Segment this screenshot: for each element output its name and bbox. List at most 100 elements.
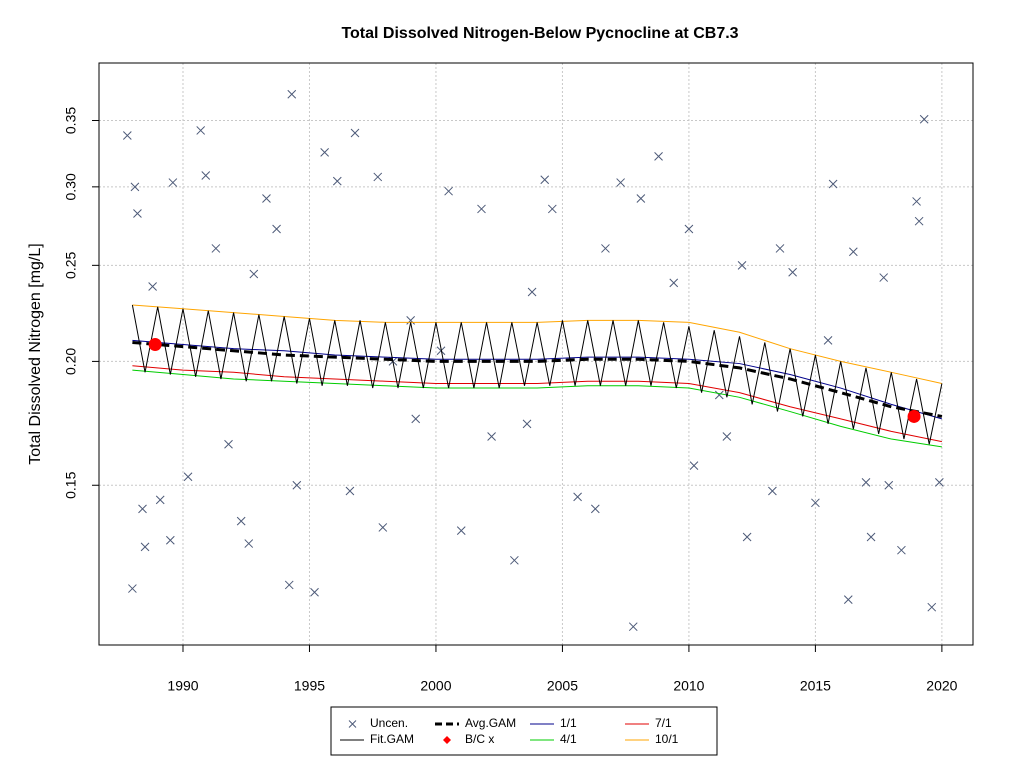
scatter-point — [866, 532, 876, 542]
legend-label: 7/1 — [655, 716, 672, 730]
scatter-point — [244, 539, 254, 548]
scatter-point — [601, 244, 610, 253]
scatter-point — [669, 278, 679, 288]
scatter-point — [884, 480, 894, 490]
grid — [99, 63, 973, 645]
scatter-point — [140, 542, 150, 552]
scatter-point — [879, 273, 889, 282]
scatter-point — [287, 89, 297, 99]
scatter-point — [168, 178, 178, 187]
scatter-point — [345, 486, 355, 496]
scatter-point — [927, 602, 937, 612]
legend-label: 10/1 — [655, 732, 679, 746]
scatter-point — [654, 152, 663, 161]
chart-title: Total Dissolved Nitrogen-Below Pycnoclin… — [341, 25, 738, 42]
scatter-point — [165, 535, 175, 545]
scatter-point — [477, 204, 486, 214]
scatter-point — [914, 216, 924, 226]
scatter-point — [456, 526, 466, 535]
scatter-point — [590, 504, 600, 514]
legend-label: Uncen. — [370, 716, 408, 730]
scatter-point — [527, 287, 537, 297]
scatter-point — [411, 414, 421, 424]
scatter-point — [284, 580, 294, 590]
legend-swatch — [443, 736, 451, 744]
scatter-point — [373, 172, 383, 182]
scatter-point — [742, 532, 752, 542]
scatter-point — [201, 171, 211, 180]
scatter-point — [861, 478, 871, 487]
scatter-point — [522, 419, 532, 429]
legend-label: 4/1 — [560, 732, 577, 746]
series-line — [132, 365, 942, 443]
scatter-point — [128, 584, 137, 593]
legend-swatch — [348, 720, 357, 728]
y-tick-label: 0.35 — [63, 107, 79, 134]
x-tick-label: 2000 — [420, 678, 451, 694]
axes: 1990 1995 2000 2005 2010 2015 2020 0.15 0.20 0.25… — [63, 107, 958, 694]
scatter-point — [775, 244, 785, 253]
scatter-point — [487, 432, 496, 441]
scatter-point — [332, 176, 342, 186]
x-tick-label: 2020 — [926, 678, 957, 694]
legend-label: Fit.GAM — [370, 732, 414, 746]
scatter-point — [130, 182, 140, 192]
series-line — [131, 304, 943, 445]
scatter-point — [310, 587, 319, 597]
legend-box — [330, 706, 718, 756]
scatter-point — [636, 194, 646, 203]
y-tick-label: 0.30 — [63, 173, 79, 200]
scatter-point — [811, 498, 820, 508]
legend-label: B/C x — [465, 732, 494, 746]
scatter-point — [628, 622, 638, 632]
scatter-point — [547, 204, 557, 214]
plot-marks — [122, 89, 944, 632]
series-line — [132, 339, 943, 420]
scatter-point — [148, 282, 157, 291]
scatter-point — [196, 126, 206, 135]
scatter-point — [843, 595, 853, 604]
scatter-point — [828, 179, 838, 189]
x-tick-label: 2010 — [673, 678, 704, 694]
scatter-point — [224, 439, 233, 449]
scatter-point — [912, 197, 921, 206]
series-line — [132, 340, 943, 418]
scatter-point — [249, 269, 259, 279]
scatter-point — [378, 523, 388, 532]
scatter-point — [444, 186, 453, 196]
x-tick-label: 2015 — [800, 678, 831, 694]
y-tick-label: 0.25 — [63, 252, 79, 279]
scatter-point — [148, 338, 162, 352]
series-line — [132, 369, 942, 448]
scatter-point — [292, 480, 302, 490]
scatter-point — [768, 486, 777, 496]
y-axis-label: Total Dissolved Nitrogen [mg/L] — [27, 243, 44, 464]
scatter-point — [823, 336, 833, 345]
scatter-point — [155, 495, 165, 505]
scatter-point — [183, 472, 193, 482]
x-tick-label: 1995 — [294, 678, 325, 694]
scatter-point — [897, 545, 906, 555]
scatter-point — [122, 131, 132, 140]
scatter-point — [540, 175, 550, 185]
scatter-point — [510, 555, 519, 565]
scatter-point — [573, 492, 582, 502]
scatter-point — [236, 516, 246, 526]
scatter-point — [138, 504, 147, 514]
scatter-point — [737, 260, 747, 270]
scatter-point — [133, 209, 142, 218]
scatter-point — [935, 478, 944, 487]
scatter-point — [788, 267, 797, 277]
scatter-point — [350, 128, 360, 138]
scatter-point — [919, 114, 929, 124]
scatter-point — [714, 390, 724, 400]
scatter-point — [211, 244, 221, 253]
scatter-point — [689, 461, 699, 470]
scatter-point — [907, 409, 921, 423]
y-tick-label: 0.20 — [63, 348, 79, 375]
scatter-point — [272, 224, 281, 234]
legend-label: 1/1 — [560, 716, 577, 730]
legend-label: Avg.GAM — [465, 716, 516, 730]
